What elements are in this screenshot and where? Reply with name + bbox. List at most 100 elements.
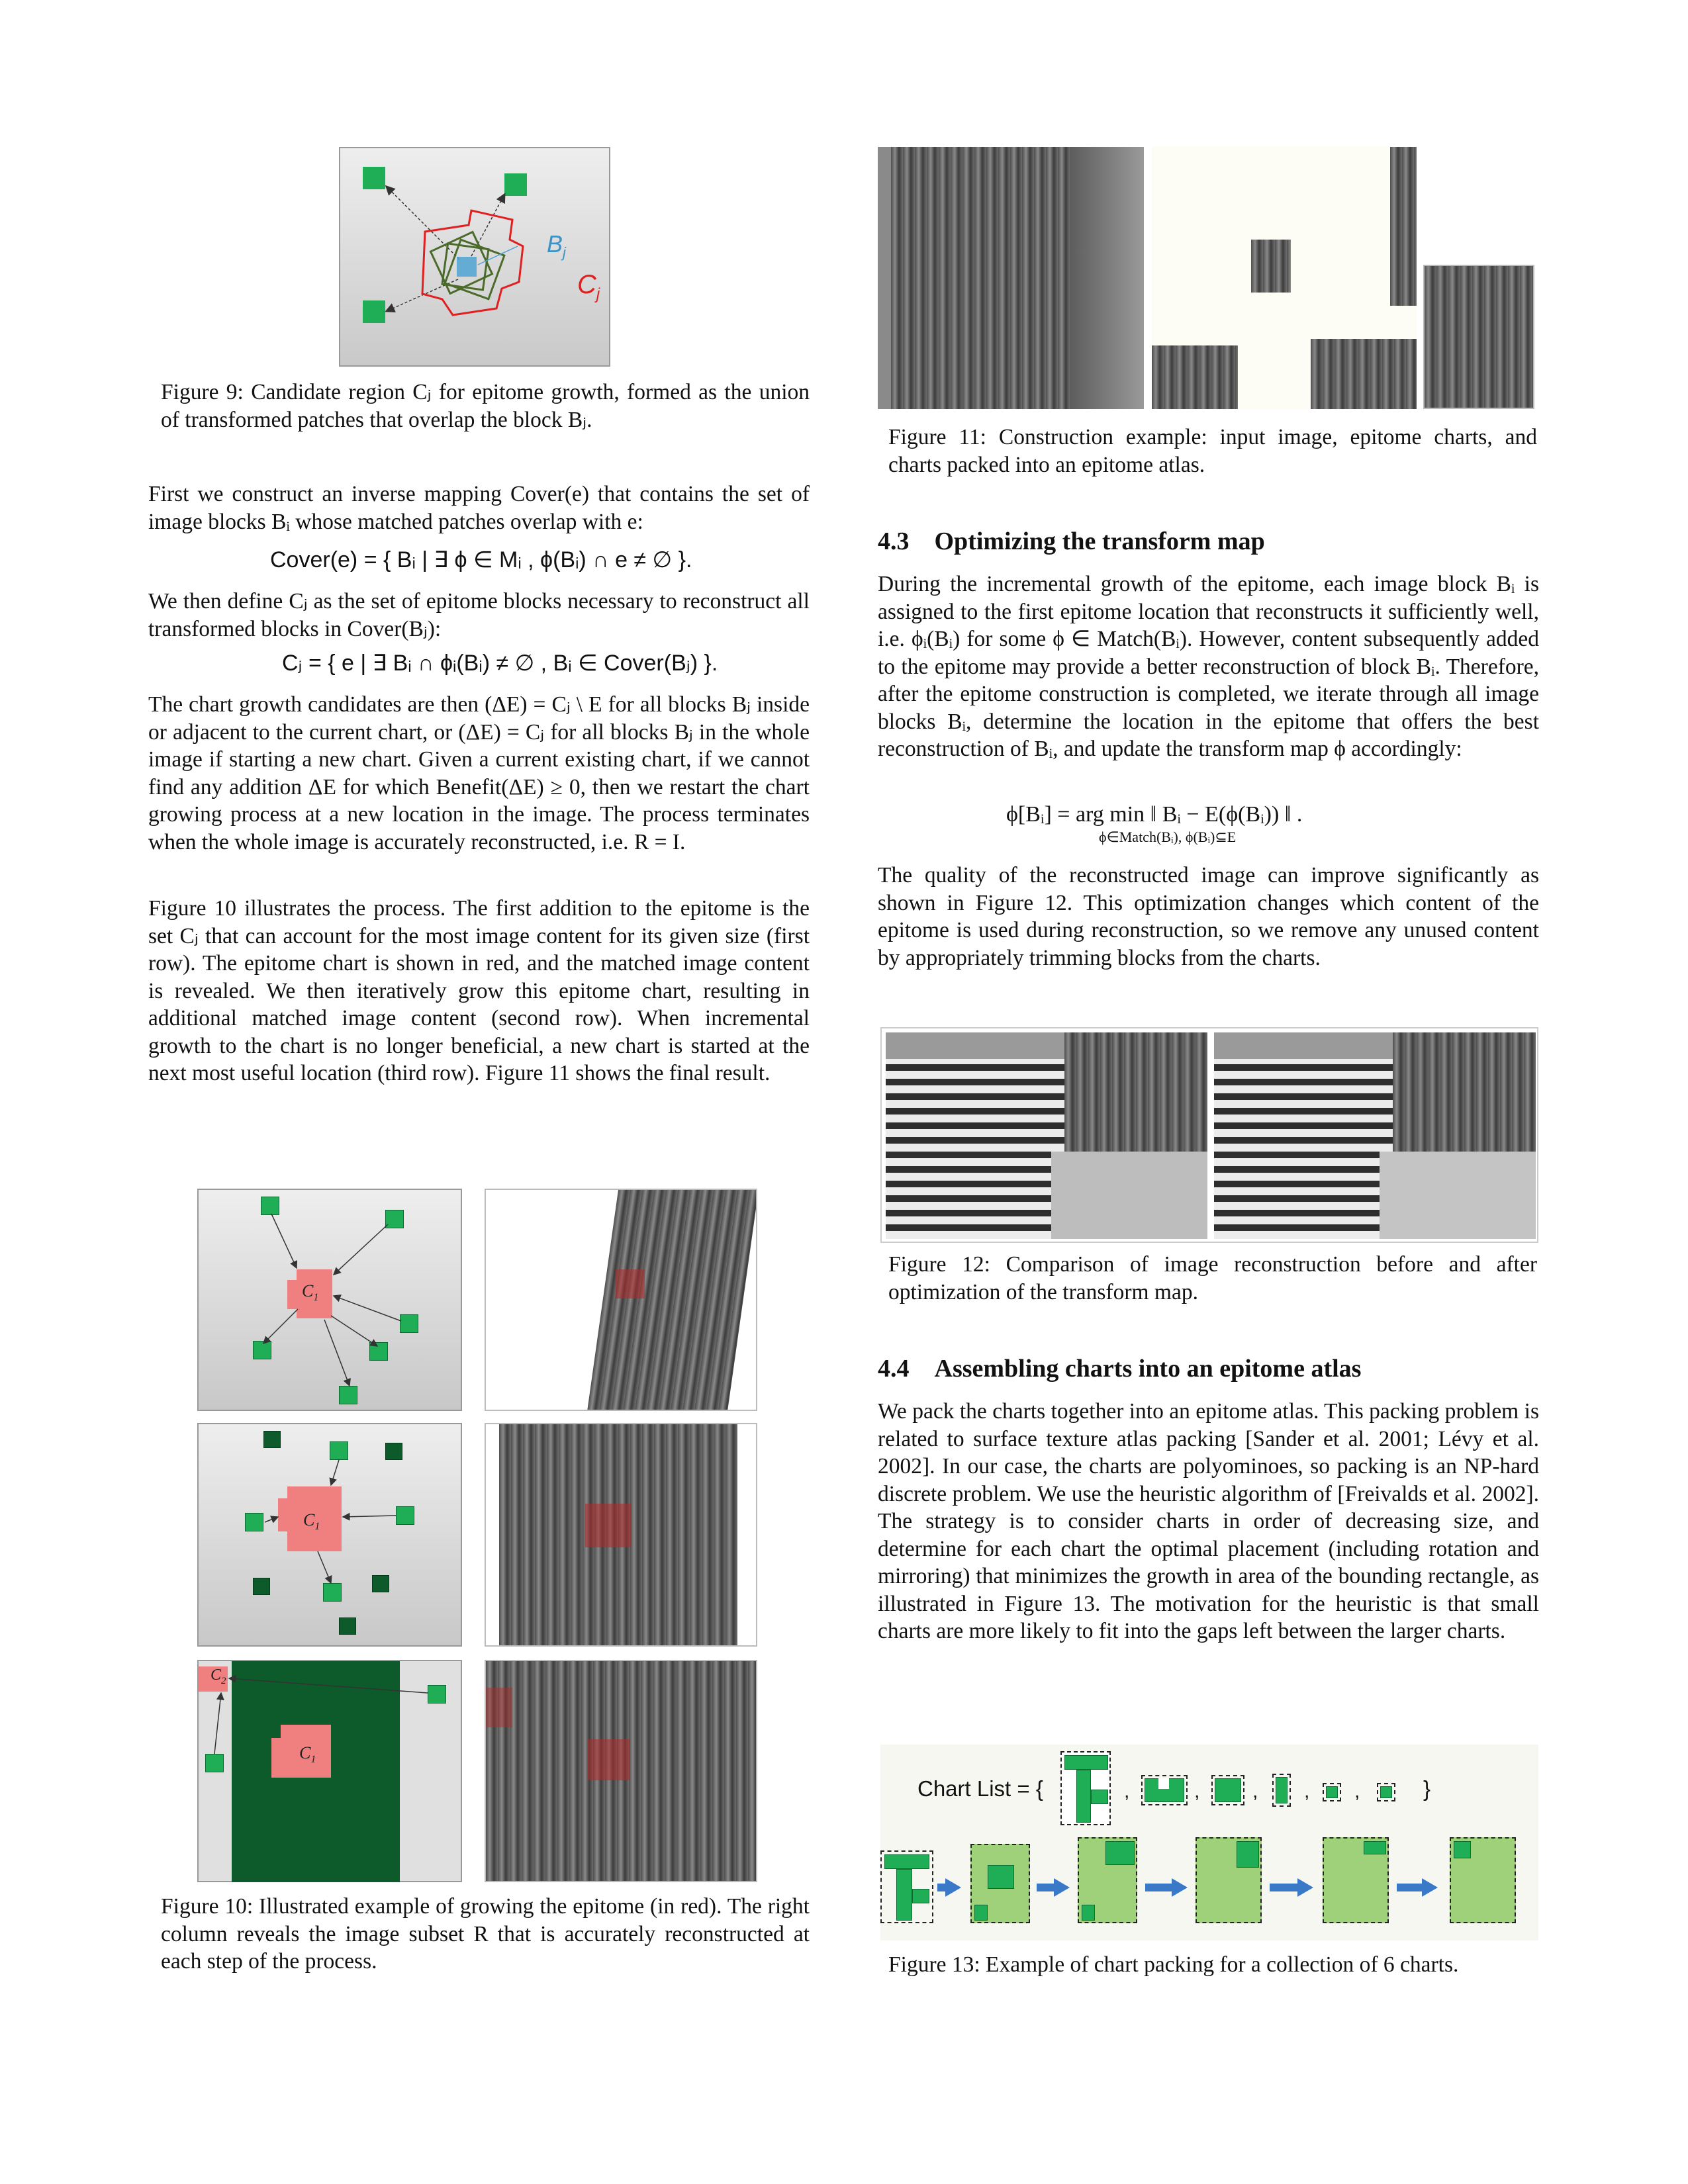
fig10-row3-epitome-notch <box>271 1738 283 1778</box>
equation-cj: Cⱼ = { e | ∃ Bᵢ ∩ ϕᵢ(Bᵢ) ≠ ∅ , Bᵢ ∈ Cove… <box>282 651 718 676</box>
fig9-label-b-main: B <box>547 230 563 257</box>
arrow-shaft <box>1037 1884 1055 1891</box>
figure-10-caption: Figure 10: Illustrated example of growin… <box>161 1894 810 1974</box>
fig10-row3-c2-sub: 2 <box>221 1675 226 1686</box>
fig12-before-roof <box>1051 1152 1207 1239</box>
chart-cell <box>1076 1770 1091 1823</box>
fig10-row1-arrows <box>262 1213 402 1387</box>
fig10-row2-epitome-notch <box>278 1498 291 1531</box>
dark-green-block <box>253 1578 270 1595</box>
fig10-row3-c1-sub: 1 <box>310 1754 316 1766</box>
fig13-chart-2 <box>1141 1775 1188 1805</box>
equation-transform-map-sub: ϕ∈Match(Bᵢ), ϕ(Bᵢ)⊆E <box>1099 829 1237 845</box>
green-block <box>205 1754 224 1772</box>
chart-cell <box>1082 1905 1095 1921</box>
chart-gap <box>1158 1778 1169 1789</box>
fig10-row3-red-overlay-2 <box>486 1688 512 1727</box>
fig13-chart-4 <box>1272 1774 1291 1807</box>
arrow-right-icon <box>1422 1878 1438 1897</box>
figure-13-caption: Figure 13: Example of chart packing for … <box>888 1952 1459 1977</box>
fig13-step-6 <box>1450 1837 1516 1923</box>
dark-green-block <box>263 1431 281 1448</box>
fig11-atlas <box>1423 265 1534 409</box>
fig13-chart-6 <box>1377 1783 1395 1801</box>
left-paragraph-2: We then define Cⱼ as the set of epitome … <box>148 589 810 641</box>
fig12-before-left-building <box>886 1059 1064 1239</box>
chart-cell <box>912 1889 929 1903</box>
atlas-texture <box>1425 266 1533 408</box>
chart-cell <box>896 1869 912 1921</box>
fig10-row2-label-c1: C1 <box>303 1510 320 1533</box>
green-block <box>323 1583 342 1602</box>
fig13-step-4 <box>1196 1837 1262 1923</box>
fig10-row1-red-overlay <box>616 1269 645 1298</box>
figure-10: C1 C1 <box>196 1189 759 1884</box>
fig13-comma-3: , <box>1252 1780 1258 1802</box>
left-paragraph-3: The chart growth candidates are then (ΔE… <box>148 692 810 854</box>
figure-9: Bj Cj <box>339 147 610 367</box>
left-paragraph-1: First we construct an inverse mapping Co… <box>148 482 810 534</box>
arrow-right-icon <box>1172 1878 1188 1897</box>
chart-cell <box>1380 1786 1392 1798</box>
fig9-label-c-sub: j <box>596 285 600 303</box>
chart-cell <box>1326 1786 1338 1798</box>
arrow-shaft <box>1397 1884 1423 1891</box>
fig10-row2-c1-main: C <box>303 1510 315 1529</box>
fig12-after-roof <box>1380 1152 1536 1239</box>
fig9-label-b: Bj <box>547 230 566 261</box>
fig9-label-c-main: C <box>577 270 596 299</box>
figure-9-diagram <box>339 147 610 367</box>
green-block <box>261 1197 279 1215</box>
fig10-row3-chart2 <box>199 1666 228 1692</box>
chart-cell <box>1105 1841 1135 1865</box>
fig11-building-shadow <box>1070 147 1144 409</box>
fig10-row2-epitome-chart <box>287 1486 342 1551</box>
left-paragraph-4: Figure 10 illustrates the process. The f… <box>148 896 810 1085</box>
fig13-chart-5 <box>1323 1783 1341 1801</box>
fig10-row1-epitome-notch <box>287 1280 298 1309</box>
building-texture <box>891 147 1070 409</box>
fig13-step-5 <box>1323 1837 1389 1923</box>
arrow-shaft <box>937 1884 947 1891</box>
arrow-right-icon <box>1054 1878 1070 1897</box>
chart-cell <box>1064 1755 1108 1770</box>
fig11-input-image <box>878 147 1144 409</box>
section-4-4-heading: 4.4 Assembling charts into an epitome at… <box>878 1355 1362 1383</box>
chart-cell <box>974 1905 988 1921</box>
fig10-row1-c1-main: C <box>302 1281 314 1300</box>
figure-9-caption: Figure 9: Candidate region Cⱼ for epitom… <box>161 380 810 432</box>
arrow-right-icon <box>1297 1878 1313 1897</box>
fig10-row3-c2-main: C <box>211 1666 222 1684</box>
fig10-row1-c1-sub: 1 <box>313 1292 319 1304</box>
fig10-row1-right <box>485 1189 757 1411</box>
figure-13: Chart List = { , , , , , } <box>880 1745 1538 1940</box>
fig10-row3-left: C1 C2 <box>197 1660 462 1882</box>
section-4-3-paragraph-1: During the incremental growth of the epi… <box>878 572 1539 761</box>
fig10-row2-arrows <box>264 1459 397 1584</box>
fig13-comma-2: , <box>1194 1780 1200 1802</box>
section-4-4-paragraph: We pack the charts together into an epit… <box>878 1399 1539 1643</box>
figure-12-caption: Figure 12: Comparison of image reconstru… <box>888 1252 1537 1304</box>
fig10-row3-label-c2: C2 <box>211 1666 226 1687</box>
green-block <box>400 1314 418 1333</box>
fig10-row2-right <box>485 1423 757 1647</box>
section-4-3-heading: 4.3 Optimizing the transform map <box>878 527 1265 555</box>
chart-fragment <box>1152 345 1238 409</box>
fig13-step-1 <box>880 1850 933 1923</box>
chart-fragment <box>1390 147 1417 306</box>
figure-11-caption: Figure 11: Construction example: input i… <box>888 425 1537 477</box>
fig10-row3-right <box>485 1660 757 1882</box>
dark-green-block <box>385 1443 402 1460</box>
fig13-step-2 <box>970 1844 1030 1923</box>
dark-green-block <box>372 1575 389 1592</box>
fig13-step-3 <box>1078 1837 1137 1923</box>
fig10-row2-red-overlay <box>585 1504 632 1547</box>
green-block <box>428 1685 446 1704</box>
arrow-shaft <box>1270 1884 1299 1891</box>
figure-11 <box>878 147 1536 409</box>
fig13-chart-1 <box>1060 1751 1111 1825</box>
fig10-row3-label-c1: C1 <box>299 1743 316 1766</box>
green-block <box>385 1210 404 1228</box>
equation-cover: Cover(e) = { Bᵢ | ∃ ϕ ∈ Mᵢ , ϕ(Bᵢ) ∩ e ≠… <box>270 547 692 572</box>
fig13-chart-3 <box>1211 1775 1244 1805</box>
